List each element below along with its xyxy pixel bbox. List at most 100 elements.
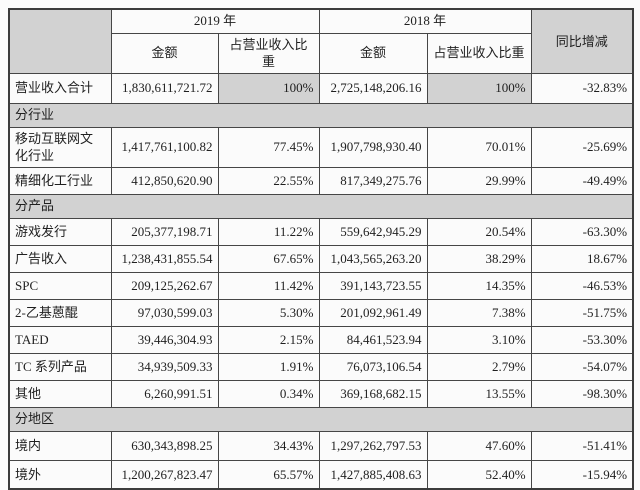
table-row: 2-乙基蒽醌 97,030,599.03 5.30% 201,092,961.49 7.… — [8, 298, 634, 327]
ratio-2019: 1.91% — [217, 352, 320, 381]
amount-2018: 201,092,961.49 — [318, 298, 428, 327]
table-row: 境外 1,200,267,823.47 65.57% 1,427,885,408.63… — [8, 459, 634, 490]
row-label: 营业收入合计 — [8, 72, 112, 104]
row-label: TC 系列产品 — [8, 352, 112, 381]
table-row: 广告收入 1,238,431,855.54 67.65% 1,043,565,263.… — [8, 244, 634, 273]
ratio-2018: 3.10% — [426, 325, 532, 354]
yoy-change: -51.41% — [530, 430, 634, 461]
amount-2018: 84,461,523.94 — [318, 325, 428, 354]
header-2019: 2019 年 — [110, 8, 320, 34]
amount-2018: 391,143,723.55 — [318, 271, 428, 300]
row-label: 广告收入 — [8, 244, 112, 273]
header-2018: 2018 年 — [318, 8, 532, 34]
yoy-change: -54.07% — [530, 352, 634, 381]
yoy-change: -25.69% — [530, 126, 634, 168]
row-label: SPC — [8, 271, 112, 300]
revenue-breakdown-table: 2019 年 2018 年 同比增减 金额 占营业收入比重 金额 占营业收入比重… — [8, 8, 635, 490]
ratio-2019: 0.34% — [217, 379, 320, 408]
row-label: 境内 — [8, 430, 112, 461]
amount-2018: 1,427,885,408.63 — [318, 459, 428, 490]
amount-2019: 1,417,761,100.82 — [110, 126, 219, 168]
amount-2019: 39,446,304.93 — [110, 325, 219, 354]
yoy-change: 18.67% — [530, 244, 634, 273]
amount-2019: 209,125,262.67 — [110, 271, 219, 300]
table-row: TC 系列产品 34,939,509.33 1.91% 76,073,106.54 2.… — [8, 352, 634, 381]
ratio-2019: 67.65% — [217, 244, 320, 273]
yoy-change: -63.30% — [530, 217, 634, 246]
row-label: 境外 — [8, 459, 112, 490]
yoy-change: -51.75% — [530, 298, 634, 327]
row-label: 2-乙基蒽醌 — [8, 298, 112, 327]
section-row: 分产品 — [8, 193, 634, 219]
row-label: 其他 — [8, 379, 112, 408]
amount-2019: 97,030,599.03 — [110, 298, 219, 327]
yoy-change: -15.94% — [530, 459, 634, 490]
ratio-2019: 11.22% — [217, 217, 320, 246]
ratio-2019: 11.42% — [217, 271, 320, 300]
table-row: 营业收入合计 1,830,611,721.72 100% 2,725,148,206.… — [8, 72, 634, 104]
row-label: 精细化工行业 — [8, 166, 112, 195]
amount-2018: 1,907,798,930.40 — [318, 126, 428, 168]
amount-2019: 205,377,198.71 — [110, 217, 219, 246]
ratio-2019: 65.57% — [217, 459, 320, 490]
section-row: 分地区 — [8, 406, 634, 432]
amount-2019: 1,200,267,823.47 — [110, 459, 219, 490]
section-label: 分行业 — [8, 102, 634, 128]
table-row: SPC 209,125,262.67 11.42% 391,143,723.55 14.… — [8, 271, 634, 300]
yoy-change: -32.83% — [530, 72, 634, 104]
section-label: 分地区 — [8, 406, 634, 432]
table-row: 移动互联网文化行业 1,417,761,100.82 77.45% 1,907,798… — [8, 126, 634, 168]
header-row-subcolumns: 金额 占营业收入比重 金额 占营业收入比重 — [9, 32, 633, 74]
row-label: 移动互联网文化行业 — [8, 126, 112, 168]
amount-2019: 1,830,611,721.72 — [110, 72, 219, 104]
amount-2018: 1,043,565,263.20 — [318, 244, 428, 273]
amount-2018: 559,642,945.29 — [318, 217, 428, 246]
row-label: 游戏发行 — [8, 217, 112, 246]
header-ratio-2018: 占营业收入比重 — [426, 32, 532, 74]
ratio-2019: 34.43% — [217, 430, 320, 461]
ratio-2018: 20.54% — [426, 217, 532, 246]
ratio-2018: 29.99% — [426, 166, 532, 195]
table-body: 营业收入合计 1,830,611,721.72 100% 2,725,148,206.… — [8, 72, 634, 490]
header-yoy-change: 同比增减 — [530, 8, 634, 74]
table-row: 其他 6,260,991.51 0.34% 369,168,682.15 13.55% -… — [8, 379, 634, 408]
section-label: 分产品 — [8, 193, 634, 219]
header-amount-2019: 金额 — [110, 32, 219, 74]
ratio-2018: 13.55% — [426, 379, 532, 408]
section-row: 分行业 — [8, 102, 634, 128]
ratio-2018: 100% — [426, 72, 532, 104]
amount-2018: 2,725,148,206.16 — [318, 72, 428, 104]
ratio-2018: 70.01% — [426, 126, 532, 168]
table-row: 精细化工行业 412,850,620.90 22.55% 817,349,275.76… — [8, 166, 634, 195]
amount-2019: 1,238,431,855.54 — [110, 244, 219, 273]
ratio-2019: 77.45% — [217, 126, 320, 168]
amount-2019: 34,939,509.33 — [110, 352, 219, 381]
corner-cell — [8, 8, 112, 74]
yoy-change: -98.30% — [530, 379, 634, 408]
amount-2019: 412,850,620.90 — [110, 166, 219, 195]
ratio-2018: 47.60% — [426, 430, 532, 461]
ratio-2019: 2.15% — [217, 325, 320, 354]
amount-2018: 1,297,262,797.53 — [318, 430, 428, 461]
header-amount-2018: 金额 — [318, 32, 428, 74]
table-row: 境内 630,343,898.25 34.43% 1,297,262,797.53 47… — [8, 430, 634, 461]
amount-2019: 6,260,991.51 — [110, 379, 219, 408]
ratio-2018: 14.35% — [426, 271, 532, 300]
yoy-change: -49.49% — [530, 166, 634, 195]
ratio-2019: 5.30% — [217, 298, 320, 327]
amount-2018: 817,349,275.76 — [318, 166, 428, 195]
table-row: TAED 39,446,304.93 2.15% 84,461,523.94 3.10%… — [8, 325, 634, 354]
ratio-2018: 52.40% — [426, 459, 532, 490]
yoy-change: -53.30% — [530, 325, 634, 354]
row-label: TAED — [8, 325, 112, 354]
header-row-years: 2019 年 2018 年 同比增减 — [8, 8, 634, 74]
ratio-2018: 2.79% — [426, 352, 532, 381]
ratio-2018: 7.38% — [426, 298, 532, 327]
yoy-change: -46.53% — [530, 271, 634, 300]
amount-2018: 76,073,106.54 — [318, 352, 428, 381]
ratio-2019: 22.55% — [217, 166, 320, 195]
header-ratio-2019: 占营业收入比重 — [217, 32, 320, 74]
amount-2018: 369,168,682.15 — [318, 379, 428, 408]
ratio-2019: 100% — [217, 72, 320, 104]
